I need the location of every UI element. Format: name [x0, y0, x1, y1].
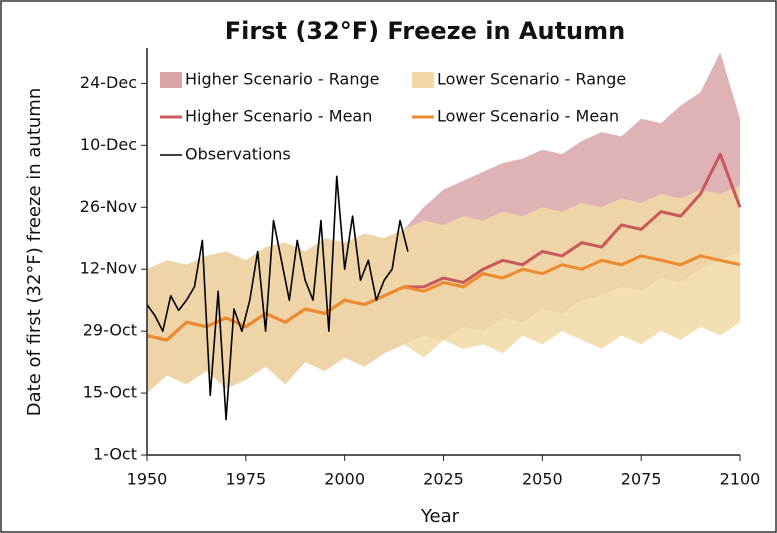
y-tick-label: 26-Nov: [80, 197, 137, 216]
legend-label: Lower Scenario - Mean: [437, 107, 619, 126]
y-tick-label: 15-Oct: [83, 383, 137, 402]
legend-label: Higher Scenario - Range: [185, 70, 380, 89]
plot: 1-Oct 15-Oct 29-Oct 12-Nov 26-Nov 10-Dec 24-De…: [80, 48, 761, 489]
chart-title: First (32°F) Freeze in Autumn: [225, 17, 626, 45]
legend-label: Observations: [185, 145, 291, 164]
x-axis-label: Year: [420, 506, 460, 527]
legend-swatch: [412, 72, 434, 88]
series-line: [146, 254, 741, 342]
y-tick-label: 12-Nov: [80, 259, 137, 278]
y-tick-label: 10-Dec: [80, 135, 137, 154]
x-tick-label: 2000: [324, 470, 365, 489]
range-band: [147, 185, 740, 394]
legend: Higher Scenario - Range Lower Scenario - …: [160, 70, 626, 164]
y-tick-label: 1-Oct: [93, 445, 137, 464]
y-tick-label: 29-Oct: [83, 321, 137, 340]
x-tick-label: 1950: [127, 470, 168, 489]
x-tick-label: 2025: [423, 470, 464, 489]
x-tick-label: 2100: [720, 470, 761, 489]
y-axis-label: Date of first (32°F) freeze in autumn: [24, 88, 45, 416]
legend-label: Lower Scenario - Range: [437, 70, 626, 89]
x-tick-label: 1975: [225, 470, 266, 489]
y-tick-label: 24-Dec: [80, 73, 137, 92]
legend-swatch: [160, 72, 182, 88]
x-tick-label: 2075: [621, 470, 662, 489]
series-line: [146, 175, 409, 421]
x-tick-label: 2050: [522, 470, 563, 489]
legend-label: Higher Scenario - Mean: [185, 107, 372, 126]
